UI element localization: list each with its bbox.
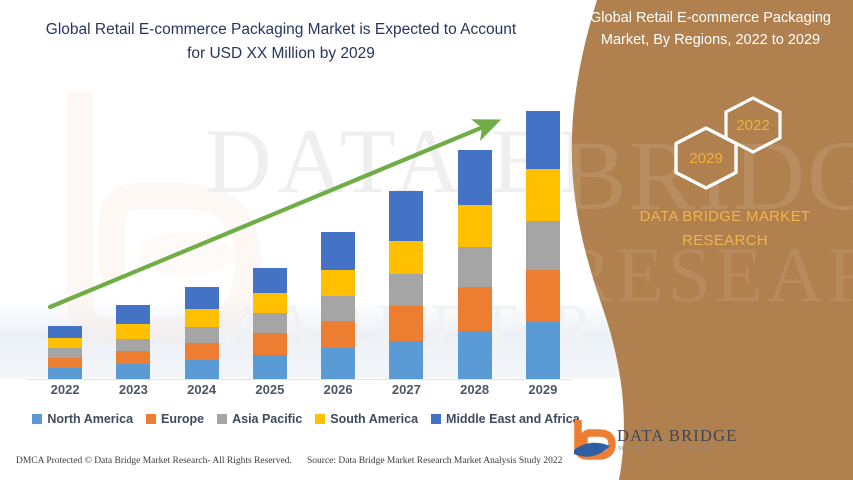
panel-watermark-bottom: RESEARCH xyxy=(560,231,853,318)
hexagon-2022-label: 2022 xyxy=(736,116,770,134)
legend-swatch-icon xyxy=(315,414,326,424)
bar-segment-2023-asia-pacific xyxy=(116,338,151,351)
bar-segment-2023-middle-east-and-africa xyxy=(116,304,151,325)
panel-brand-text: DATA BRIDGE MARKET RESEARCH xyxy=(639,208,811,249)
legend-swatch-icon xyxy=(146,414,157,424)
chart-plot-area xyxy=(26,95,586,380)
bar-segment-2029-europe xyxy=(525,269,560,323)
bar-segment-2024-middle-east-and-africa xyxy=(184,287,219,310)
bar-segment-2022-middle-east-and-africa xyxy=(48,325,83,338)
bar-2025 xyxy=(252,267,287,379)
bar-segment-2026-north-america xyxy=(321,348,356,379)
hexagon-2029: 2029 xyxy=(672,126,740,190)
legend-label: Asia Pacific xyxy=(232,412,303,426)
bar-segment-2025-north-america xyxy=(252,354,287,379)
x-axis-label-2027: 2027 xyxy=(391,382,421,397)
bar-segment-2024-europe xyxy=(184,342,219,361)
bar-segment-2028-middle-east-and-africa xyxy=(457,149,492,206)
chart-baseline xyxy=(26,379,572,380)
bar-segment-2029-middle-east-and-africa xyxy=(525,111,560,170)
bar-segment-2027-europe xyxy=(389,305,424,341)
bar-2024 xyxy=(184,287,219,379)
legend-item-middle-east-and-africa[interactable]: Middle East and Africa xyxy=(431,412,580,426)
chart-legend: North America Europe Asia Pacific South Ame… xyxy=(26,409,586,429)
bar-2029 xyxy=(525,111,560,379)
bar-segment-2028-north-america xyxy=(457,330,492,379)
bar-segment-2022-asia-pacific xyxy=(48,348,83,359)
bar-segment-2027-north-america xyxy=(389,340,424,379)
legend-item-europe[interactable]: Europe xyxy=(146,412,204,426)
legend-label: Europe xyxy=(161,412,205,426)
bar-2022 xyxy=(48,325,83,379)
hexagon-2022: 2022 xyxy=(722,96,784,154)
x-axis-label-2023: 2023 xyxy=(118,382,148,397)
bar-segment-2024-south-america xyxy=(184,309,219,327)
bar-segment-2023-europe xyxy=(116,350,151,364)
legend-label: Middle East and Africa xyxy=(446,412,580,426)
legend-item-south-america[interactable]: South America xyxy=(315,412,418,426)
bar-segment-2022-europe xyxy=(48,358,83,369)
x-axis-label-2025: 2025 xyxy=(255,382,285,397)
bar-segment-2029-north-america xyxy=(525,322,560,379)
chart-title: Global Retail E-commerce Packaging Marke… xyxy=(45,21,517,63)
x-axis-label-2024: 2024 xyxy=(187,382,217,397)
bar-2028 xyxy=(457,149,492,379)
bar-segment-2025-europe xyxy=(252,333,287,355)
bar-segment-2025-middle-east-and-africa xyxy=(252,267,287,293)
legend-swatch-icon xyxy=(32,414,43,424)
bar-segment-2027-south-america xyxy=(389,241,424,275)
x-axis-label-2029: 2029 xyxy=(528,382,558,397)
bar-2027 xyxy=(389,191,424,379)
x-axis-labels: 2022 2023 2024 2025 2026 2027 2028 2029 xyxy=(26,382,586,402)
bar-2026 xyxy=(321,231,356,379)
footer-copyright: DMCA Protected © Data Bridge Market Rese… xyxy=(16,456,292,466)
bar-segment-2026-europe xyxy=(321,321,356,349)
legend-label: South America xyxy=(330,412,419,426)
bar-segment-2022-south-america xyxy=(48,337,83,349)
data-bridge-logo: DATA BRIDGE MARKET RESEARCH xyxy=(570,418,745,466)
footer-source: Source: Data Bridge Market Research Mark… xyxy=(307,456,563,466)
bar-segment-2023-north-america xyxy=(116,363,151,379)
bar-segment-2022-north-america xyxy=(48,368,83,379)
bar-segment-2027-middle-east-and-africa xyxy=(389,191,424,242)
bar-segment-2025-south-america xyxy=(252,292,287,314)
bar-segment-2028-south-america xyxy=(457,205,492,247)
bar-segment-2027-asia-pacific xyxy=(389,274,424,306)
panel-watermark-top: BRIDGE xyxy=(560,120,853,231)
bar-segment-2029-asia-pacific xyxy=(525,220,560,270)
legend-swatch-icon xyxy=(217,414,228,424)
bar-segment-2029-south-america xyxy=(525,169,560,221)
brand-panel-shape xyxy=(571,0,853,480)
legend-label: North America xyxy=(47,412,134,426)
x-axis-label-2022: 2022 xyxy=(50,382,80,397)
bar-segment-2026-asia-pacific xyxy=(321,296,356,322)
hexagon-2029-label: 2029 xyxy=(689,149,723,167)
logo-tagline: MARKET RESEARCH xyxy=(618,446,725,452)
bar-segment-2026-south-america xyxy=(321,269,356,297)
bar-segment-2024-north-america xyxy=(184,360,219,379)
legend-swatch-icon xyxy=(431,414,442,424)
legend-item-asia-pacific[interactable]: Asia Pacific xyxy=(217,412,302,426)
legend-item-north-america[interactable]: North America xyxy=(32,412,133,426)
bar-2023 xyxy=(116,304,151,379)
logo-name: DATA BRIDGE xyxy=(617,426,738,445)
bar-segment-2028-asia-pacific xyxy=(457,246,492,288)
bar-segment-2024-asia-pacific xyxy=(184,326,219,343)
trend-arrow-annotation xyxy=(47,119,502,310)
bar-segment-2025-asia-pacific xyxy=(252,313,287,334)
panel-heading: Global Retail E-commerce Packaging Marke… xyxy=(590,10,831,48)
bar-segment-2028-europe xyxy=(457,287,492,331)
bar-segment-2023-south-america xyxy=(116,324,151,339)
bar-segment-2026-middle-east-and-africa xyxy=(321,231,356,270)
x-axis-label-2028: 2028 xyxy=(460,382,490,397)
x-axis-label-2026: 2026 xyxy=(323,382,353,397)
